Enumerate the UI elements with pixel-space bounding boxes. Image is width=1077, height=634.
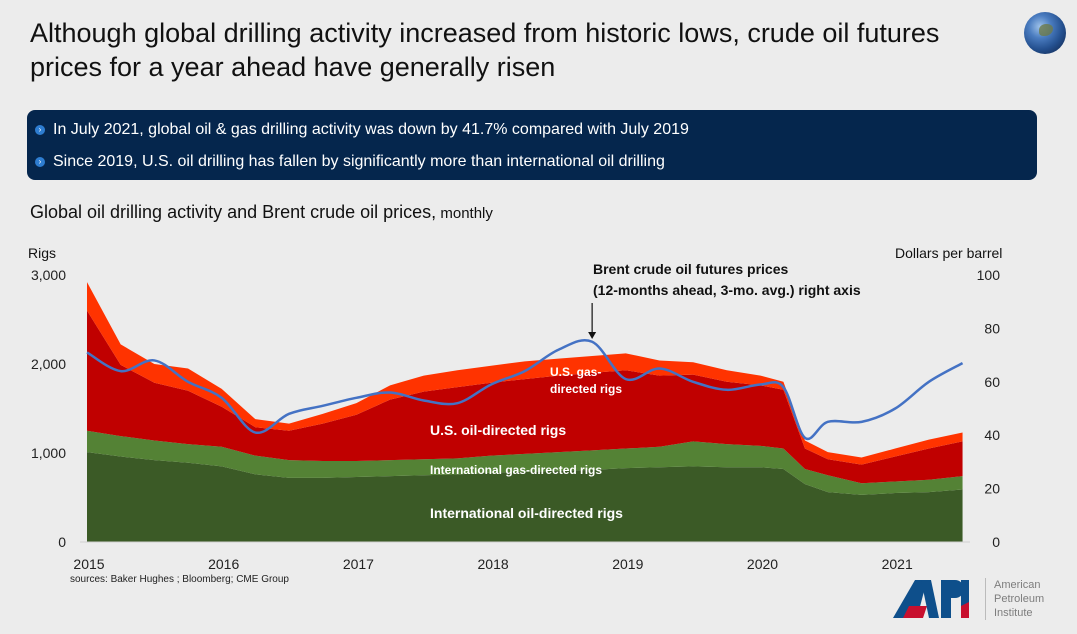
us-oil-label: U.S. oil-directed rigs [430,422,566,438]
bullet-chevron-icon: › [35,157,45,167]
x-tick-label: 2016 [208,556,239,572]
right-tick-label: 20 [984,481,1000,497]
api-logo-a-right [921,580,939,618]
chart-heading: Global oil drilling activity and Brent c… [30,202,493,223]
api-logo-stripe [903,606,927,618]
page-title: Although global drilling activity increa… [30,18,940,82]
x-tick-label: 2019 [612,556,643,572]
intl-oil-label: International oil-directed rigs [430,505,623,521]
right-tick-label: 0 [992,534,1000,550]
key-point-text: In July 2021, global oil & gas drilling … [53,121,689,138]
right-tick-label: 100 [977,267,1001,283]
key-point: › In July 2021, global oil & gas drillin… [35,121,689,139]
right-tick-label: 80 [984,320,1000,336]
x-tick-label: 2015 [73,556,104,572]
right-axis-title: Dollars per barrel [895,245,1003,261]
area-international-gas-directed-rigs [87,430,963,495]
key-point-text: Since 2019, U.S. oil drilling has fallen… [53,153,665,170]
intl-gas-label: International gas-directed rigs [430,463,602,477]
area-u-s-oil-directed-rigs [87,310,963,484]
annotation-arrowhead [588,332,597,339]
right-tick-label: 60 [984,374,1000,390]
x-tick-label: 2017 [343,556,374,572]
api-logo [893,580,969,618]
api-logo-p-bowl [949,580,964,598]
us-gas-label-line2: directed rigs [550,382,622,396]
globe-icon [1024,12,1066,54]
x-tick-label: 2018 [478,556,509,572]
left-tick-label: 2,000 [31,356,66,372]
api-logo-p [941,580,951,618]
chart-heading-main: Global oil drilling activity and Brent c… [30,202,437,222]
brent-annotation-line2: (12-months ahead, 3-mo. avg.) right axis [593,282,861,298]
api-logo-text: American Petroleum Institute [985,578,1044,620]
left-tick-label: 0 [58,534,66,550]
api-logo-i-accent [961,602,969,618]
api-logo-i [961,580,969,618]
logo-text-line: Institute [994,607,1033,619]
chart-heading-suffix: monthly [436,205,493,222]
right-tick-label: 40 [984,427,1000,443]
brent-annotation: Brent crude oil futures prices [593,261,788,277]
left-tick-label: 1,000 [31,445,66,461]
area-international-oil-directed-rigs [87,452,963,542]
us-gas-label: U.S. gas- [550,365,601,379]
left-tick-label: 3,000 [31,267,66,283]
area-u-s-gas-directed-rigs [87,282,963,465]
left-axis-title: Rigs [28,245,57,261]
x-tick-label: 2020 [747,556,778,572]
brent-price-line [86,339,964,441]
key-points-banner: › In July 2021, global oil & gas drillin… [27,110,1037,180]
source-note: sources: Baker Hughes ; Bloomberg; CME G… [70,574,289,585]
x-tick-label: 2021 [882,556,913,572]
bullet-chevron-icon: › [35,125,45,135]
logo-text-line: Petroleum [994,593,1045,605]
logo-text-line: American [994,579,1041,591]
key-point: › Since 2019, U.S. oil drilling has fall… [35,153,665,171]
